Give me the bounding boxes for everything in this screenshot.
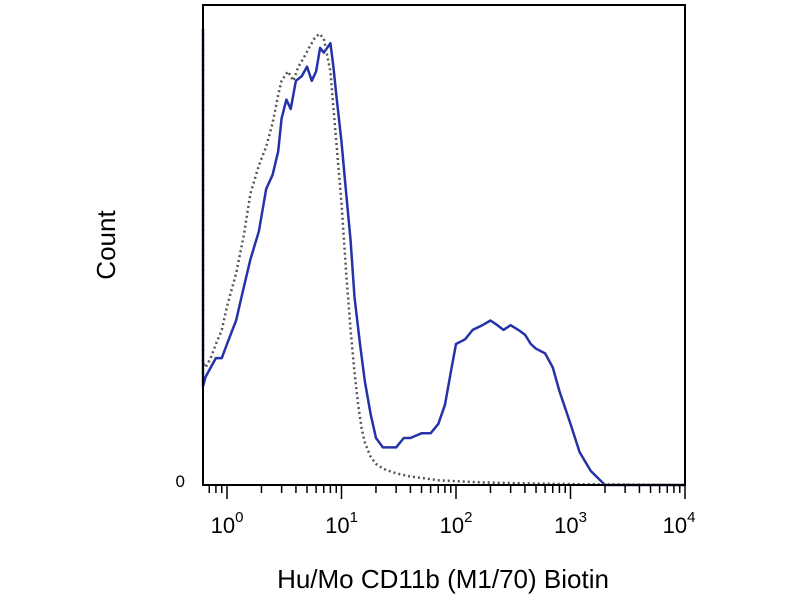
y-zero-label: 0: [176, 472, 185, 491]
control-histogram-line: [201, 29, 686, 487]
plot-frame: [202, 4, 686, 486]
x-tick-label: 103: [554, 509, 587, 538]
stained-histogram-line: [201, 29, 685, 487]
plot-layer: [201, 29, 686, 487]
ticks-layer: 100 101 102 103 104: [208, 485, 696, 538]
x-tick-label: 104: [663, 509, 696, 538]
x-tick-label: 101: [325, 509, 358, 538]
x-axis-title: Hu/Mo CD11b (M1/70) Biotin: [277, 564, 609, 594]
x-tick-label: 100: [211, 509, 244, 538]
x-tick-label: 102: [440, 509, 473, 538]
y-axis-title: Count: [91, 210, 121, 280]
